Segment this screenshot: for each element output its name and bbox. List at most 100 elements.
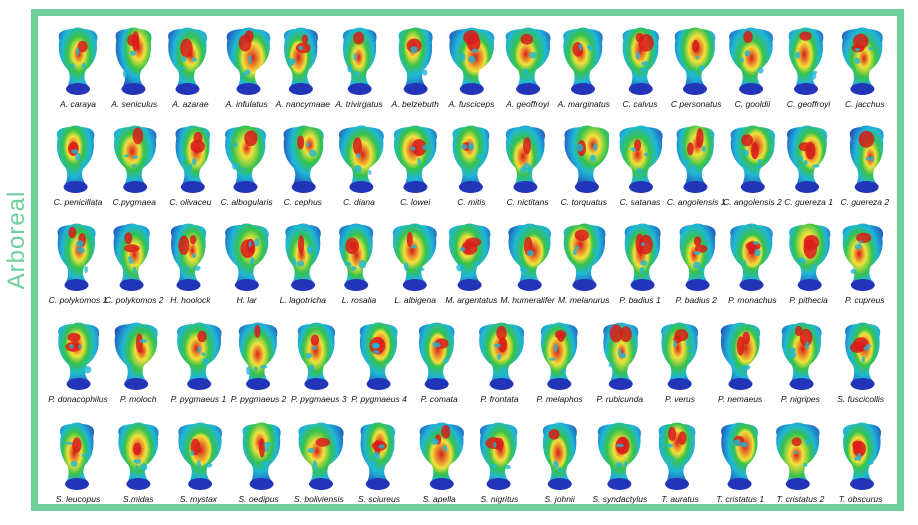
heat-spot: [133, 442, 142, 456]
species-label: P. rubicunda: [596, 394, 644, 404]
heat-spot: [410, 46, 418, 54]
heat-spot: [586, 44, 593, 50]
specimen-cell: P. frontata: [469, 321, 529, 425]
specimen-base: [667, 378, 692, 390]
heat-spot: [572, 249, 577, 256]
specimen-image: [542, 422, 577, 490]
specimen-body: [177, 322, 222, 388]
heat-spot: [616, 443, 624, 448]
specimen-body: [619, 125, 663, 191]
heat-spot: [127, 256, 133, 261]
heat-spot: [687, 142, 694, 156]
specimen-image: [114, 322, 158, 390]
specimen-base: [793, 83, 818, 95]
specimen-body: [283, 27, 318, 93]
heat-spot: [526, 250, 534, 256]
heat-spot: [491, 464, 498, 468]
specimen-base: [234, 279, 259, 291]
heat-spot: [70, 63, 75, 70]
specimen-image: [224, 223, 269, 291]
heat-spot: [203, 358, 210, 366]
heat-spot: [519, 265, 524, 272]
specimen-cell: P. badius 2: [666, 222, 726, 326]
heat-spot: [378, 444, 385, 449]
specimen-cell: P. badius 1: [610, 222, 670, 326]
heat-spot: [501, 365, 507, 375]
specimen-cell: C. lowei: [385, 124, 445, 228]
specimen-cell: A. nancymaae: [273, 26, 333, 130]
specimen-image: [597, 422, 641, 490]
specimen-base: [460, 83, 485, 95]
heat-spot: [498, 337, 508, 353]
specimen-image: [298, 422, 344, 490]
heat-spot: [297, 235, 304, 254]
section-label: Arboreal: [3, 190, 30, 290]
specimen-base: [547, 478, 572, 490]
specimen-grid: A. caraya A. seniculus A. azarae A. infulat…: [38, 16, 897, 504]
heat-spot: [291, 58, 296, 64]
heat-spot: [190, 139, 206, 153]
heat-spot: [193, 265, 201, 271]
specimen-body: [674, 27, 716, 93]
specimen-base: [546, 378, 571, 390]
specimen-body: [676, 125, 715, 191]
heat-spot: [372, 343, 379, 349]
heat-spot: [794, 451, 799, 455]
specimen-image: [419, 322, 455, 390]
species-label: A. geoffroyi: [506, 99, 550, 109]
specimen-image: [392, 223, 438, 291]
heat-spot: [443, 444, 448, 452]
specimen-cell: S. mystax: [168, 421, 228, 525]
heat-spot: [493, 441, 497, 448]
specimen-cell: P. moloch: [108, 321, 168, 425]
heat-spot: [132, 164, 137, 168]
specimen-image: [842, 422, 881, 490]
heat-spot: [639, 67, 647, 72]
specimen-image: [226, 27, 270, 95]
specimen-base: [727, 478, 752, 490]
specimen-image: [562, 27, 603, 95]
specimen-cell: C. polykomos 1: [48, 222, 108, 326]
heat-spot: [253, 366, 257, 372]
heat-spot: [263, 441, 271, 448]
specimen-body: [338, 125, 384, 191]
specimen-cell: C. guereza 2: [835, 124, 895, 228]
specimen-base: [249, 478, 274, 490]
specimen-base: [739, 83, 764, 95]
heat-spot: [808, 72, 816, 80]
specimen-cell: S. syndactylus: [590, 421, 650, 525]
specimen-body: [392, 223, 438, 289]
heat-spot: [589, 154, 596, 162]
specimen-cell: P. pygmaeus 3: [289, 321, 349, 425]
specimen-base: [457, 279, 482, 291]
heat-spot: [76, 240, 84, 248]
specimen-body: [786, 125, 827, 191]
specimen-cell: H. lar: [217, 222, 277, 326]
heat-spot: [77, 247, 85, 254]
species-label: P. pygmaeus 3: [290, 394, 347, 404]
heat-spot: [669, 455, 674, 463]
specimen-image: [283, 27, 318, 95]
heat-spot: [188, 163, 193, 172]
specimen-cell: A. belzebuth: [385, 26, 445, 130]
specimen-image: [342, 27, 377, 95]
heat-spot: [751, 142, 760, 160]
specimen-image: [563, 223, 606, 291]
specimen-cell: S. nigritus: [469, 421, 529, 525]
heat-spot: [124, 232, 133, 245]
heat-spot: [70, 460, 78, 467]
heat-spot: [231, 162, 239, 170]
heat-spot: [406, 232, 414, 247]
specimen-body: [776, 422, 820, 488]
specimen-body: [419, 322, 455, 388]
specimen-cell: C.pygmaea: [104, 124, 164, 228]
heat-spot: [701, 146, 706, 152]
heat-spot: [182, 155, 188, 160]
specimen-image: [841, 27, 883, 95]
heat-spot: [460, 52, 466, 62]
specimen-cell: P. nigripes: [770, 321, 830, 425]
specimen-cell: A. geoffroyi: [498, 26, 558, 130]
heat-spot: [78, 344, 82, 349]
specimen-image: [393, 125, 438, 193]
species-label: P. comata: [420, 394, 458, 404]
